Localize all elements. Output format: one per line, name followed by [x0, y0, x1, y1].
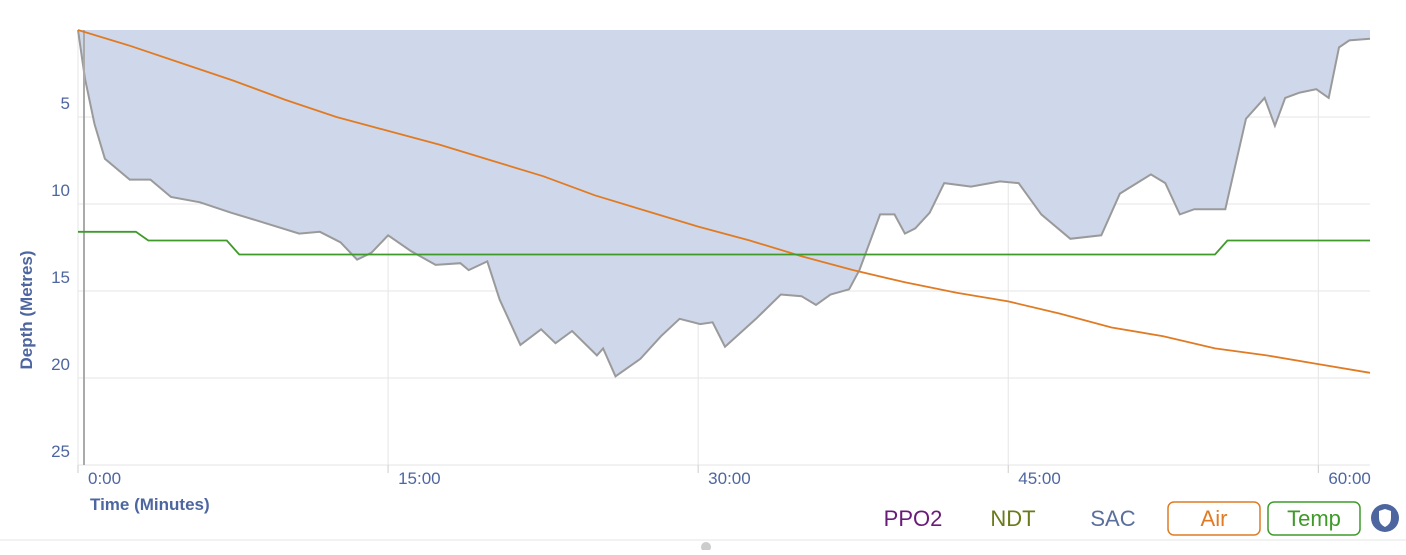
legend-button[interactable]: Temp	[1267, 501, 1361, 536]
legend-toggle[interactable]: NDT	[990, 506, 1035, 531]
y-tick-label: 15	[51, 268, 70, 287]
depth-profile	[77, 29, 1371, 378]
x-axis-label: Time (Minutes)	[90, 495, 210, 514]
resize-handle[interactable]	[701, 542, 711, 552]
x-tick-label: 15:00	[398, 469, 441, 488]
y-tick-label: 25	[51, 442, 70, 461]
legend-toggle[interactable]: SAC	[1090, 506, 1135, 531]
y-axis-label: Depth (Metres)	[17, 250, 36, 369]
x-tick-label: 60:00	[1328, 469, 1371, 488]
legend-label: Temp	[1287, 506, 1341, 531]
x-tick-label: 45:00	[1018, 469, 1061, 488]
y-tick-label: 10	[51, 181, 70, 200]
legend-box	[1267, 501, 1361, 536]
legend-box	[1167, 501, 1261, 536]
series-line	[78, 230, 1370, 256]
legend-button[interactable]: Air	[1167, 501, 1261, 536]
depth-area	[78, 30, 1370, 377]
legend-label: Air	[1201, 506, 1228, 531]
series-line	[77, 29, 1371, 374]
x-tick-label: 30:00	[708, 469, 751, 488]
y-tick-label: 20	[51, 355, 70, 374]
legend-toggle[interactable]: PPO2	[884, 506, 943, 531]
y-tick-label: 5	[61, 94, 70, 113]
x-tick-label: 0:00	[88, 469, 121, 488]
shield-button[interactable]	[1371, 504, 1399, 532]
